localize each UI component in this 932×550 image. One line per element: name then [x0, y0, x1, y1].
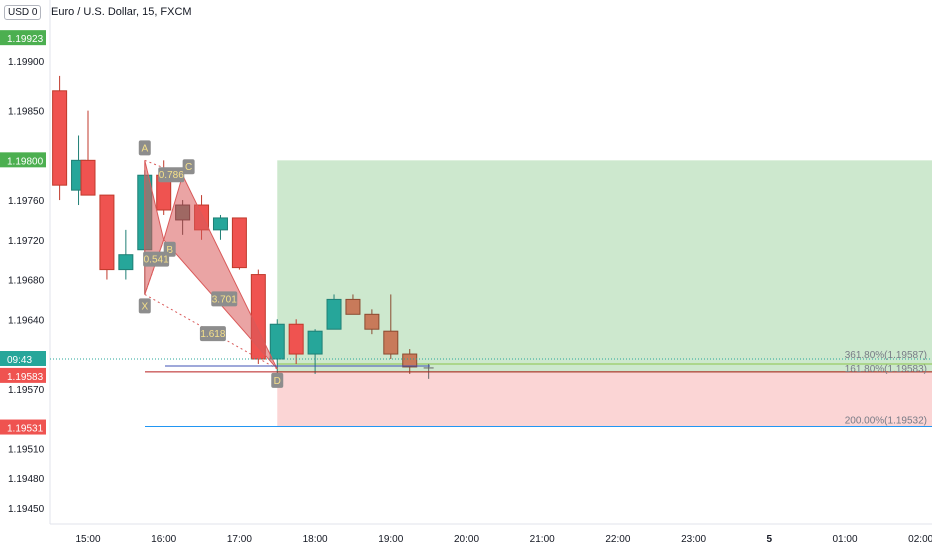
price-tick-label: 1.19720: [8, 236, 45, 247]
stop-zone[interactable]: [277, 371, 932, 427]
candle: [402, 349, 418, 374]
price-tag-label: 1.19923: [7, 34, 44, 45]
pattern-ratio-label: 0.786: [159, 170, 184, 181]
time-tick-label: 20:00: [454, 534, 479, 545]
time-tick-label: 17:00: [227, 534, 252, 545]
pattern-ratio-label: 0.541: [144, 255, 169, 266]
candle-body: [99, 194, 115, 271]
time-tick-label: 22:00: [605, 534, 630, 545]
candle: [99, 194, 115, 280]
currency-label: USD: [8, 7, 30, 18]
candle: [52, 75, 68, 201]
price-tag-bg: [0, 30, 46, 46]
candle-body: [307, 330, 323, 355]
time-tick-label: 02:00: [908, 534, 932, 545]
candle-body: [364, 313, 380, 330]
pattern-ratio-bg: [158, 167, 185, 183]
candle-body: [345, 298, 361, 315]
candle: [345, 294, 361, 315]
pattern-point-label-bg: [271, 372, 284, 388]
symbol-title: Euro / U.S. Dollar, 15, FXCM: [51, 6, 192, 18]
price-tick-label: 1.19570: [8, 385, 45, 396]
target-zone[interactable]: [277, 160, 932, 372]
price-tick-label: 1.19680: [8, 276, 45, 287]
candle: [118, 229, 134, 280]
fib-level-label: 361.80%(1.19587): [845, 350, 927, 361]
time-tick-label: 5: [767, 534, 773, 545]
candles-layer: [52, 75, 434, 379]
time-tick-label: 15:00: [75, 534, 100, 545]
xabcd-pattern[interactable]: X A B C D 0.786 0.541 3.701 1.618: [138, 140, 284, 388]
time-tick-label: 21:00: [530, 534, 555, 545]
candle-body: [269, 323, 285, 360]
pattern-point-label: B: [166, 245, 173, 256]
candle: [326, 294, 342, 330]
pattern-ratio-bg: [143, 251, 170, 267]
candle-body: [288, 323, 304, 355]
fib-level-label: 200.00%(1.19532): [845, 416, 927, 427]
pattern-point-label: C: [185, 162, 192, 173]
candle-body: [52, 90, 68, 186]
candle-body: [383, 330, 399, 355]
price-tick-label: 1.19900: [8, 57, 45, 68]
price-tag-label: 1.19531: [7, 424, 44, 435]
grid-layer: [49, 0, 932, 525]
price-tag-label: 1.19583: [7, 372, 44, 383]
candle-body: [402, 353, 418, 368]
price-tick-label: 1.19640: [8, 315, 45, 326]
candle: [383, 294, 399, 359]
price-tag-label: 1.19800: [7, 156, 44, 167]
pattern-ratio-label: 1.618: [200, 329, 225, 340]
pattern-ratio-bg: [211, 291, 238, 307]
price-tag-label: 09:43: [7, 355, 32, 366]
pattern-ratio-label: 3.701: [212, 294, 237, 305]
fib-levels: 361.80%(1.19587) 161.80%(1.19583) 200.00%(…: [50, 350, 932, 428]
currency-badge[interactable]: USD 0: [4, 5, 42, 20]
candle: [80, 110, 96, 196]
candle-body: [231, 217, 247, 269]
price-tags: 1.19923 1.19800 09:43 1.19583 1.19531: [0, 30, 46, 435]
price-tick-label: 1.19450: [8, 504, 45, 515]
price-tick-label: 1.19760: [8, 196, 45, 207]
pattern-point-label-bg: [138, 140, 151, 156]
time-tick-label: 18:00: [303, 534, 328, 545]
pattern-ratio-bg: [199, 326, 226, 342]
pattern-point-label: D: [274, 376, 281, 387]
candle-body: [326, 298, 342, 330]
pattern-point-label: A: [141, 143, 148, 154]
price-tick-label: 1.19850: [8, 107, 45, 118]
pattern-point-label-bg: [138, 298, 151, 314]
pattern-point-label: X: [141, 301, 148, 312]
price-tick-label: 1.19480: [8, 474, 45, 485]
time-tick-label: 01:00: [832, 534, 857, 545]
price-axis[interactable]: 1.19900 1.19850 1.19800 1.19760 1.19720 1.196…: [8, 57, 45, 515]
position-zones[interactable]: [277, 160, 932, 427]
currency-suffix: 0: [31, 7, 38, 18]
time-tick-label: 16:00: [151, 534, 176, 545]
time-tick-label: 23:00: [681, 534, 706, 545]
candle: [231, 217, 247, 270]
candle: [288, 319, 304, 364]
candle-body: [212, 217, 228, 231]
candle-body: [118, 254, 134, 271]
price-tag-bg: [0, 152, 46, 168]
pattern-point-label-bg: [182, 159, 195, 175]
price-tag-bg: [0, 367, 46, 383]
price-tick-label: 1.19510: [8, 444, 45, 455]
candle-body: [80, 159, 96, 196]
fib-level-label: 161.80%(1.19583): [845, 364, 927, 375]
price-tag-bg: [0, 351, 46, 366]
candle: [364, 309, 380, 335]
time-tick-label: 19:00: [378, 534, 403, 545]
candle: [212, 214, 228, 240]
time-axis[interactable]: 15:00 16:00 17:00 18:00 19:00 20:00 21:00 22:00…: [75, 534, 932, 545]
price-tag-bg: [0, 419, 46, 435]
candle: [269, 319, 285, 374]
